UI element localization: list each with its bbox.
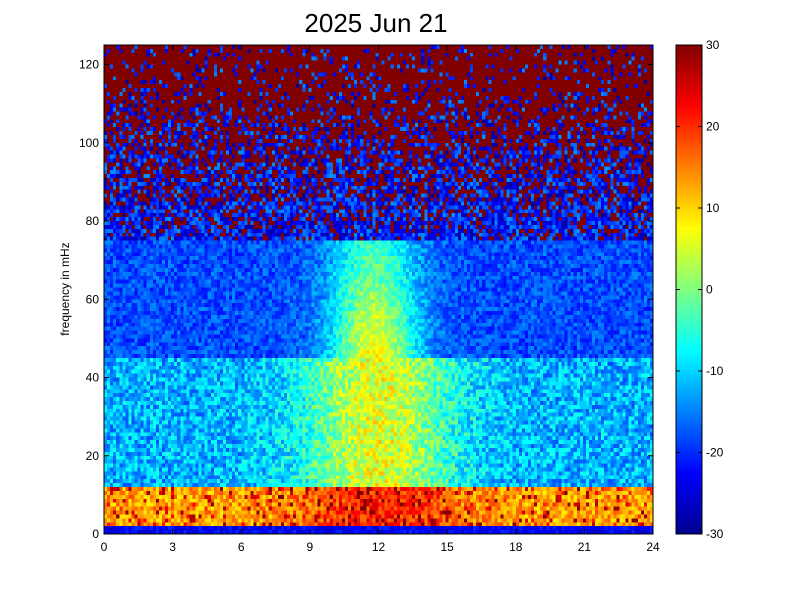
colorbar-ticks: 30 20 10 0 -10 -20 -30 <box>676 38 724 541</box>
colorbar-tick-label: 30 <box>706 38 720 52</box>
x-tick-label: 3 <box>169 540 176 554</box>
colorbar-tick-label: -20 <box>706 446 724 460</box>
colorbar <box>675 44 703 535</box>
colorbar-tick-label: -10 <box>706 364 724 378</box>
x-tick-label: 15 <box>440 540 454 554</box>
x-tick-label: 18 <box>509 540 523 554</box>
x-tick-label: 0 <box>101 540 108 554</box>
y-tick-label: 120 <box>79 58 99 72</box>
y-tick-label: 80 <box>86 214 100 228</box>
colorbar-tick-label: 10 <box>706 201 720 215</box>
x-tick-label: 24 <box>646 540 660 554</box>
y-axis-label: frequency in mHz <box>58 242 72 335</box>
x-tick-label: 21 <box>578 540 592 554</box>
spectrogram-image <box>104 45 653 534</box>
y-tick-label: 100 <box>79 136 99 150</box>
y-tick-label: 40 <box>86 371 100 385</box>
spectrogram-plot <box>104 45 653 534</box>
y-tick-label: 0 <box>92 527 99 541</box>
colorbar-tick-label: -30 <box>706 527 724 541</box>
y-axis: 0 20 40 60 80 100 120 <box>79 58 653 541</box>
x-tick-label: 6 <box>238 540 245 554</box>
colorbar-tick-label: 20 <box>706 120 720 134</box>
y-tick-label: 20 <box>86 449 100 463</box>
x-tick-label: 9 <box>307 540 314 554</box>
x-tick-label: 12 <box>372 540 386 554</box>
colorbar-tick-label: 0 <box>706 283 713 297</box>
chart-title: 2025 Jun 21 <box>304 8 447 38</box>
x-axis: 0 3 6 9 12 15 18 21 24 <box>101 45 660 554</box>
y-tick-label: 60 <box>86 292 100 306</box>
